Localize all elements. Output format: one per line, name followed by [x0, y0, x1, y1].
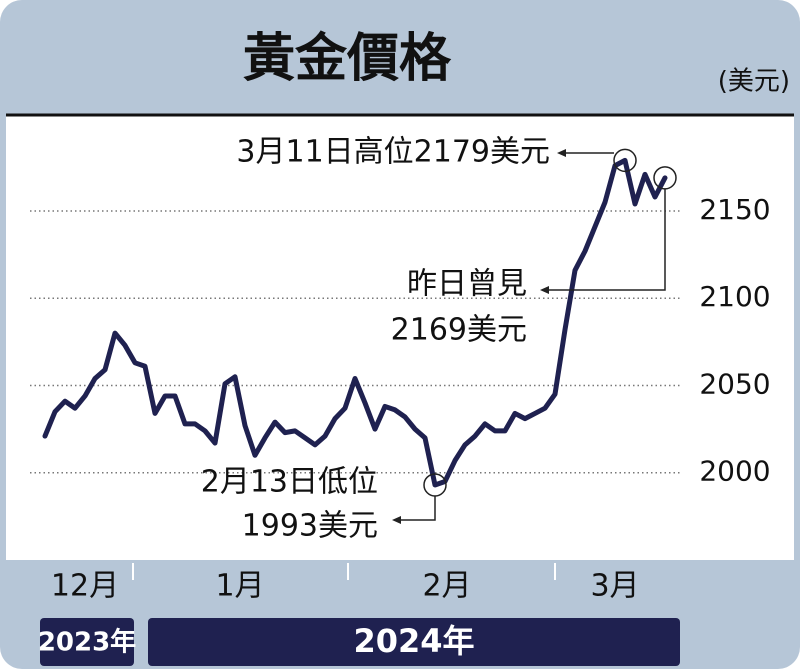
- price-line: [42, 157, 668, 488]
- annotation: 2月13日低位: [201, 465, 378, 500]
- chart-title: 黃金價格: [243, 29, 452, 89]
- y-tick-label: 2000: [699, 455, 770, 488]
- month-label: 12月: [51, 569, 119, 604]
- year-label: 2023年: [38, 627, 136, 658]
- arrow-head: [540, 286, 549, 294]
- arrow-head: [392, 516, 401, 524]
- annotation: 昨日曾見: [407, 267, 527, 302]
- annotation-connector: [543, 188, 666, 291]
- y-tick-label: 2050: [699, 367, 770, 400]
- month-label: 2月: [422, 569, 471, 604]
- annotation: 2169美元: [391, 313, 527, 348]
- y-tick-label: 2150: [699, 193, 770, 226]
- unit-label: (美元): [718, 67, 790, 97]
- year-label: 2024年: [353, 622, 474, 660]
- arrow-head: [557, 149, 566, 157]
- month-label: 3月: [590, 569, 639, 604]
- annotation: 1993美元: [242, 509, 378, 544]
- y-tick-label: 2100: [699, 280, 770, 313]
- annotation: 3月11日高位2179美元: [236, 135, 550, 170]
- year-box: [40, 618, 134, 666]
- year-box: [148, 618, 680, 666]
- annotation-connector: [395, 495, 436, 521]
- highlight-circle: [613, 148, 637, 173]
- month-label: 1月: [215, 569, 264, 604]
